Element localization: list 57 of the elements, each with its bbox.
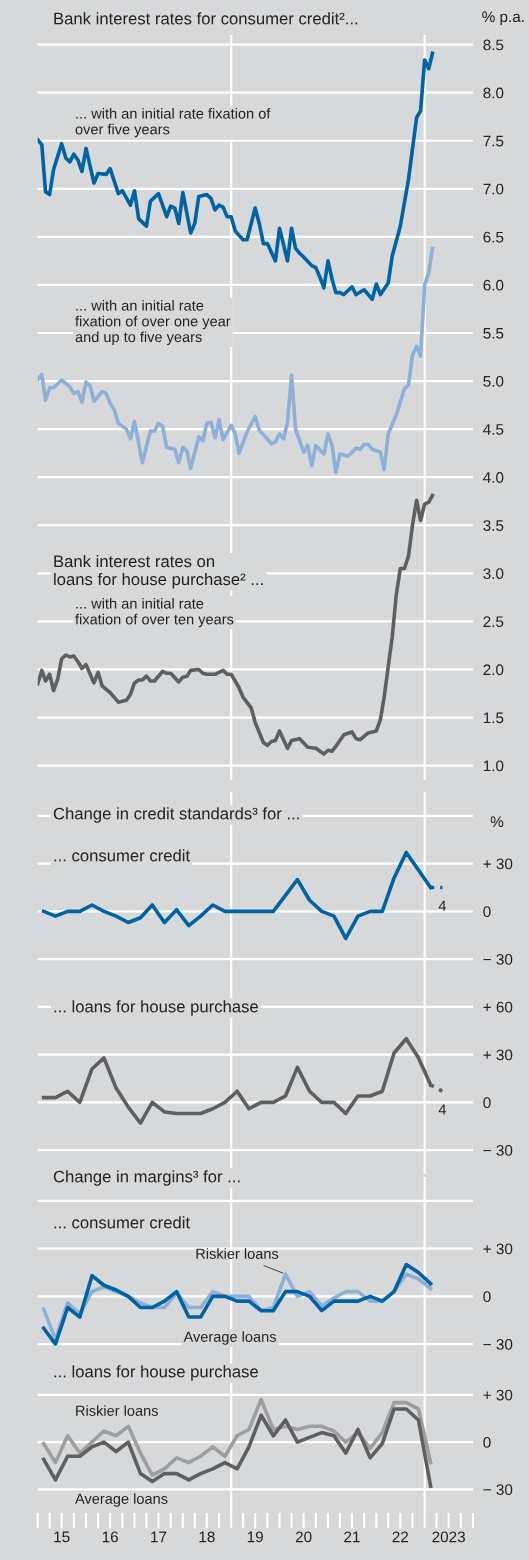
series-label: Riskier loans xyxy=(196,1248,279,1259)
text: ... loans for house purchase xyxy=(54,1000,258,1016)
y-tick-label: − 30 xyxy=(483,1144,513,1156)
y-tick-label: 0 xyxy=(483,1097,491,1109)
y-tick-label: 0 xyxy=(483,906,491,918)
y-tick-label: 6.5 xyxy=(483,231,504,243)
series-label: ... with an initial rate fixation of over five years xyxy=(75,108,271,138)
series-label: ... with an initial rate fixation of over ten years xyxy=(75,598,234,628)
y-tick-label: 0 xyxy=(483,1291,491,1303)
y-tick-label: 8.0 xyxy=(483,87,504,99)
y-tick-label: 6.0 xyxy=(483,279,504,291)
y-tick-label: 5.0 xyxy=(483,375,504,387)
y-tick-label: + 30 xyxy=(483,1389,513,1401)
chart-title: Bank interest rates for consumer credit²... xyxy=(54,12,358,25)
y-tick-label: 3.0 xyxy=(483,568,504,580)
x-tick-label: 21 xyxy=(344,1531,360,1543)
y-tick-label: 0 xyxy=(483,1436,491,1448)
y-tick-label: + 60 xyxy=(483,1001,513,1013)
y-tick-label: 4.0 xyxy=(483,472,504,483)
y-tick-label: 1.5 xyxy=(483,712,504,724)
x-tick-label: 15 xyxy=(54,1531,70,1543)
x-tick-label: 17 xyxy=(151,1531,167,1543)
y-axis-title: % p.a. xyxy=(482,11,524,26)
y-tick-label: 3.5 xyxy=(483,520,504,531)
y-tick-label: + 30 xyxy=(483,858,513,870)
series-label: Riskier loans xyxy=(76,1405,158,1416)
y-tick-label: − 30 xyxy=(483,953,513,965)
y-tick-label: 2.0 xyxy=(483,664,504,676)
annotation: 4 xyxy=(438,900,447,911)
y-tick-label: − 30 xyxy=(483,1484,513,1496)
x-tick-label: 22 xyxy=(392,1531,409,1543)
y-tick-label: 4.5 xyxy=(483,424,504,435)
y-tick-label: 8.5 xyxy=(483,39,504,51)
y-tick-label: 7.5 xyxy=(483,135,504,147)
y-tick-label: 5.5 xyxy=(483,328,504,339)
series-label: Average loans xyxy=(75,1493,168,1507)
y-tick-label: 1.0 xyxy=(483,760,504,772)
text: Change in credit standards³ for ... xyxy=(53,807,299,823)
y-tick-label: 2.5 xyxy=(483,616,504,628)
chart-title: Change in margins³ for ... xyxy=(53,1170,240,1186)
y-tick-label: + 30 xyxy=(483,1049,513,1061)
annotation: 4 xyxy=(438,1104,447,1115)
y-axis-title: % xyxy=(490,816,504,828)
annotation: Bank interest rates on loans for house purchase² ... xyxy=(54,555,263,589)
text: ... consumer credit xyxy=(54,1216,190,1229)
chart-title: ... loans for house purchase xyxy=(54,1365,258,1381)
y-tick-label: − 30 xyxy=(483,1338,513,1350)
x-tick-label: 20 xyxy=(295,1531,312,1543)
x-tick-label: 19 xyxy=(247,1531,263,1543)
x-tick-label: 18 xyxy=(199,1531,215,1543)
series-label: Average loans xyxy=(183,1331,276,1345)
y-tick-label: 7.0 xyxy=(483,183,504,195)
x-tick-label: 16 xyxy=(102,1531,118,1543)
text: ... with an initial rate fixation of over one year and up to five years xyxy=(75,300,231,346)
text: ... consumer credit xyxy=(54,849,190,862)
y-tick-label: + 30 xyxy=(483,1243,513,1255)
x-tick-label: 2023 xyxy=(432,1531,465,1543)
